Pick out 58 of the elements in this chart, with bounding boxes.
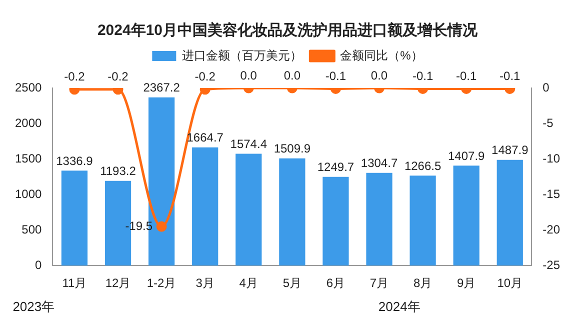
y2-tick-label: -20 (542, 222, 560, 236)
y-tick-label: 2000 (14, 116, 42, 130)
x-tick-label: 8月 (413, 276, 432, 290)
bar (410, 176, 436, 266)
x-tick-label: 9月 (457, 276, 476, 290)
x-tick-label: 1-2月 (146, 276, 176, 290)
chart-title: 2024年10月中国美容化妆品及洗护用品进口额及增长情况 (97, 21, 479, 40)
data-label: 1193.2 (100, 164, 136, 178)
data-label: 1574.4 (230, 137, 268, 152)
x-tick-label: 12月 (105, 276, 131, 290)
x-tick-label: 10月 (497, 276, 523, 290)
data-label: 1487.9 (492, 143, 529, 158)
data-label: 1407.9 (448, 148, 486, 163)
y-tick-label: 2500 (14, 80, 42, 94)
y-tick-label: 1500 (14, 151, 42, 166)
data-label: -0.1 (412, 69, 434, 84)
data-label: -0.2 (108, 70, 129, 84)
data-label: -0.1 (500, 69, 521, 84)
y-tick-label: 0 (35, 258, 42, 272)
x-tick-label: 7月 (370, 276, 389, 290)
x-tick-label: 3月 (196, 276, 214, 290)
point (156, 221, 167, 232)
bar (192, 147, 218, 266)
text: 2024年 (378, 299, 420, 314)
legend-label: 进口金额（百万美元） (182, 48, 302, 62)
data-label: 1509.9 (274, 142, 311, 156)
x-tick-label: 5月 (282, 276, 302, 290)
x-tick-label: 11月 (62, 276, 87, 290)
data-label: 1249.7 (317, 160, 354, 174)
data-label: -0.2 (194, 70, 216, 84)
data-label: 2367.2 (143, 80, 180, 95)
data-label: 1304.7 (360, 156, 398, 170)
bar (61, 170, 88, 266)
bar (279, 158, 306, 266)
data-label: -0.1 (456, 69, 478, 84)
y2-tick-label: -15 (542, 186, 560, 201)
text: 2023年 (12, 299, 55, 314)
y2-tick-label: 0 (542, 80, 550, 94)
x-tick-label: 4月 (239, 276, 258, 290)
bar (322, 176, 349, 266)
legend-label: 金额同比（%） (340, 48, 423, 62)
y-tick-label: 500 (22, 222, 42, 236)
data-label: -0.2 (64, 70, 86, 84)
y2-tick-label: -25 (542, 258, 560, 272)
data-label: -0.1 (325, 69, 346, 84)
data-label: 0.0 (240, 68, 258, 82)
bar (366, 172, 392, 266)
bar (236, 154, 262, 266)
bar (496, 160, 523, 266)
data-label: 1266.5 (404, 158, 442, 173)
data-label: 0.0 (370, 68, 388, 82)
y2-tick-label: -5 (542, 116, 554, 130)
y-tick-label: 1000 (14, 186, 42, 201)
y2-tick-label: -10 (542, 151, 560, 166)
data-label: 1336.9 (56, 154, 94, 168)
bar (453, 166, 480, 266)
data-label: 0.0 (284, 68, 301, 82)
x-tick-label: 6月 (326, 276, 346, 290)
